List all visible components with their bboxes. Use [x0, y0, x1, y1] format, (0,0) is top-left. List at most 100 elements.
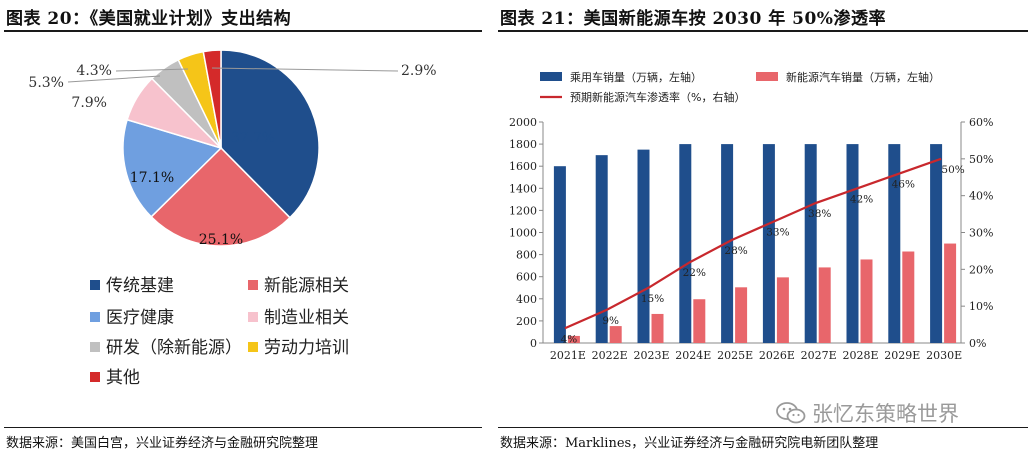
left-tick-label: 200: [516, 315, 537, 328]
left-tick-label: 1800: [509, 138, 537, 151]
bar-car-sales: [762, 144, 775, 343]
penetration-label: 4%: [561, 333, 578, 345]
bar-ev-sales: [818, 267, 831, 343]
x-tick-label: 2028E: [842, 349, 878, 362]
right-tick-label: 20%: [969, 263, 993, 276]
right-tick-label: 50%: [969, 153, 993, 166]
penetration-label: 42%: [850, 193, 873, 205]
penetration-label: 46%: [892, 179, 915, 191]
penetration-label: 50%: [941, 164, 964, 176]
bar-car-sales: [930, 144, 943, 343]
x-tick-label: 2025E: [717, 349, 753, 362]
pie-slice-label: 17.1%: [130, 170, 174, 186]
penetration-line: [564, 157, 942, 330]
pie-leader-line: [115, 68, 189, 72]
pie-legend-swatch: [90, 342, 100, 352]
pie-slice-label: 5.3%: [28, 75, 64, 91]
watermark: 张忆东策略世界: [776, 398, 959, 428]
pie-leader-line: [67, 75, 161, 83]
bar-ev-sales: [776, 277, 789, 343]
right-title-divider: [498, 30, 1028, 32]
right-tick-label: 30%: [969, 227, 993, 240]
legend-label-car: 乘用车销量（万辆，左轴）: [570, 70, 702, 84]
bar-car-sales: [553, 166, 566, 343]
x-tick-label: 2026E: [759, 349, 795, 362]
wechat-icon: [776, 402, 806, 424]
bar-car-sales: [637, 149, 650, 343]
legend-swatch-ev: [756, 72, 778, 81]
left-chart-title: 图表 20：《美国就业计划》支出结构: [6, 9, 292, 29]
right-chart-title: 图表 21：美国新能源车按 2030 年 50%渗透率: [500, 9, 886, 29]
x-tick-label: 2024E: [675, 349, 711, 362]
right-source-divider: [498, 427, 1028, 428]
penetration-label: 15%: [641, 293, 664, 305]
pie-legend-label: 研发（除新能源）: [106, 338, 242, 358]
pie-slice: [150, 146, 291, 247]
pie-slice-label: 4.3%: [76, 63, 112, 79]
left-tick-label: 400: [516, 293, 537, 306]
left-source-note: 数据来源：美国白宫，兴业证券经济与金融研究院整理: [6, 436, 319, 451]
penetration-label: 33%: [766, 226, 789, 238]
pie-leader-line: [211, 67, 399, 72]
pie-slice-label: 25.1%: [199, 232, 243, 248]
pie-legend-label: 制造业相关: [264, 308, 349, 328]
pie-slice-label: 2.9%: [401, 63, 437, 79]
x-tick-label: 2021E: [550, 349, 586, 362]
bar-ev-sales: [902, 251, 915, 343]
combo-bar-line-chart: 0 200 400 600 800 1000 1200 1400 1600 1800 2000 0% 1…: [509, 70, 993, 362]
left-tick-label: 800: [516, 249, 537, 262]
bar-car-sales: [846, 144, 859, 343]
pie-legend-label: 其他: [106, 368, 140, 388]
pie-chart: 37.7% 25.1% 17.1% 7.9% 5.3% 4.3% 2.9% 传统基建 新能源相关…: [28, 49, 437, 388]
pie-legend-swatch: [248, 280, 258, 290]
legend-swatch-car: [540, 72, 562, 81]
right-source-note: 数据来源：Marklines，兴业证券经济与金融研究院电新团队整理: [500, 436, 879, 451]
legend-label-ev: 新能源汽车销量（万辆，左轴）: [786, 70, 940, 84]
penetration-label: 28%: [724, 245, 747, 257]
penetration-label: 38%: [808, 208, 831, 220]
left-tick-label: 2000: [509, 116, 537, 129]
right-tick-label: 0%: [969, 337, 986, 350]
left-tick-label: 1200: [509, 204, 537, 217]
left-tick-label: 1000: [509, 227, 537, 240]
pie-legend-label: 劳动力培训: [264, 338, 349, 358]
right-tick-label: 60%: [969, 116, 993, 129]
left-tick-label: 0: [530, 337, 537, 350]
left-title-divider: [4, 30, 482, 32]
right-tick-label: 40%: [969, 190, 993, 203]
pie-legend-label: 新能源相关: [264, 276, 349, 296]
pie-legend-swatch: [90, 312, 100, 322]
pie-slice: [122, 118, 223, 218]
bar-car-sales: [888, 144, 901, 343]
bar-ev-sales: [693, 299, 706, 343]
penetration-label: 9%: [602, 315, 619, 327]
left-tick-label: 1400: [509, 182, 537, 195]
left-tick-label: 1600: [509, 160, 537, 173]
right-tick-label: 10%: [969, 300, 993, 313]
pie-slice: [220, 49, 320, 219]
bar-car-sales: [804, 144, 817, 343]
bar-ev-sales: [735, 287, 748, 343]
pie-legend-swatch: [90, 372, 100, 382]
x-tick-label: 2023E: [633, 349, 669, 362]
bar-ev-sales: [860, 259, 873, 343]
pie-slice: [202, 49, 222, 149]
pie-slice-label: 37.7%: [231, 130, 275, 146]
pie-legend-swatch: [90, 280, 100, 290]
x-tick-label: 2022E: [592, 349, 628, 362]
bar-ev-sales: [609, 326, 622, 343]
pie-legend-swatch: [248, 342, 258, 352]
left-tick-label: 600: [516, 271, 537, 284]
left-source-divider: [4, 427, 482, 428]
bar-car-sales: [595, 155, 608, 343]
pie-legend-swatch: [248, 312, 258, 322]
legend-label-line: 预期新能源汽车渗透率（%，右轴）: [570, 90, 745, 104]
penetration-label: 22%: [683, 267, 706, 279]
pie-legend-label: 医疗健康: [106, 308, 174, 328]
pie-slice-label: 7.9%: [71, 95, 107, 111]
x-tick-label: 2030E: [926, 349, 962, 362]
bar-ev-sales: [651, 313, 664, 343]
x-tick-label: 2027E: [801, 349, 837, 362]
bar-ev-sales: [944, 243, 957, 343]
bar-car-sales: [679, 144, 692, 343]
